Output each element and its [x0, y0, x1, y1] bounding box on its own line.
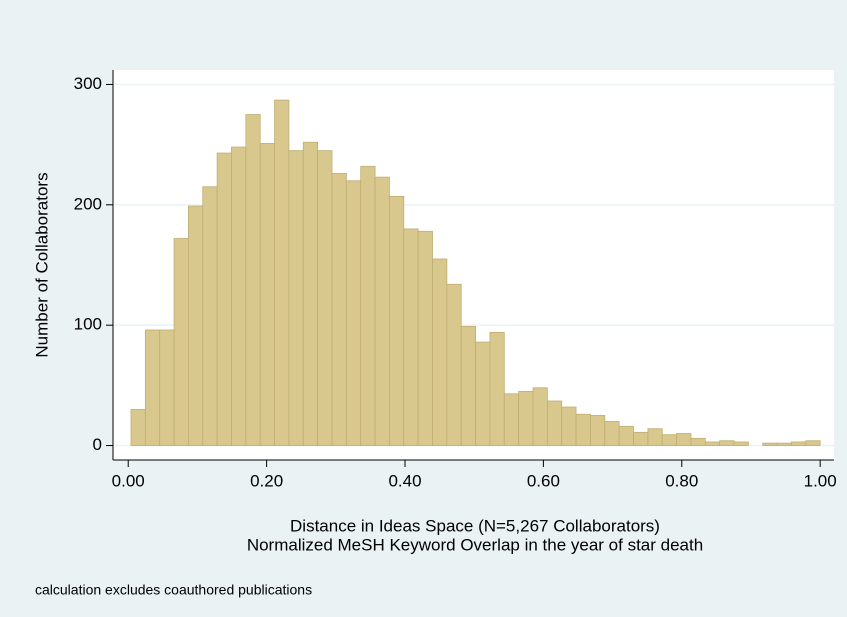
bar: [188, 205, 204, 446]
bar: [805, 440, 821, 446]
bar: [274, 99, 290, 446]
bar: [561, 406, 577, 446]
y-axis-title: Number of Collaborators: [32, 172, 51, 357]
note: calculation excludes coauthored publicat…: [35, 582, 312, 598]
bar: [144, 329, 161, 446]
bar: [676, 433, 692, 446]
x-tick-label: 0.60: [527, 471, 560, 490]
bar: [575, 413, 591, 446]
bar: [719, 440, 735, 446]
bar: [733, 441, 749, 446]
bar: [503, 393, 520, 446]
y-tick-label: 0: [93, 435, 102, 454]
bar: [489, 332, 505, 446]
bar: [159, 329, 175, 446]
x-tick-label: 0.40: [388, 471, 421, 490]
x-axis-title: Distance in Ideas Space (N=5,267 Collabo…: [290, 516, 660, 535]
bar: [604, 421, 620, 446]
bar: [532, 387, 548, 446]
bar: [403, 228, 419, 446]
bar: [130, 409, 146, 446]
x-tick-label: 1.00: [804, 471, 837, 490]
bar: [647, 428, 663, 446]
bar: [374, 176, 390, 446]
bar: [475, 341, 491, 446]
bar: [762, 442, 778, 446]
bar: [216, 152, 232, 446]
bar: [661, 434, 677, 446]
bar: [288, 150, 304, 446]
y-tick-label: 200: [74, 194, 102, 213]
y-tick-label: 100: [74, 315, 102, 334]
bar: [791, 441, 807, 446]
bar: [432, 258, 448, 446]
y-tick-label: 300: [74, 74, 102, 93]
x-axis-title: Normalized MeSH Keyword Overlap in the y…: [247, 535, 703, 554]
bar: [633, 431, 649, 446]
bar: [518, 390, 534, 446]
bar: [173, 238, 189, 446]
bar: [446, 283, 462, 446]
bar: [345, 180, 362, 446]
bar: [590, 415, 606, 446]
bar: [231, 146, 247, 446]
bar: [690, 437, 706, 446]
bar: [618, 425, 634, 446]
bar: [546, 400, 563, 446]
bar: [417, 230, 433, 446]
bar: [317, 150, 333, 446]
bar: [245, 114, 261, 446]
bar: [389, 195, 405, 446]
x-tick-label: 0.00: [112, 471, 145, 490]
x-tick-label: 0.20: [250, 471, 283, 490]
bar: [302, 141, 319, 446]
bar: [776, 442, 792, 446]
x-tick-label: 0.80: [665, 471, 698, 490]
bar: [202, 186, 218, 446]
bar: [360, 165, 376, 446]
bar: [259, 143, 275, 446]
bar: [460, 325, 476, 446]
bar: [704, 441, 721, 446]
bar: [331, 173, 347, 446]
